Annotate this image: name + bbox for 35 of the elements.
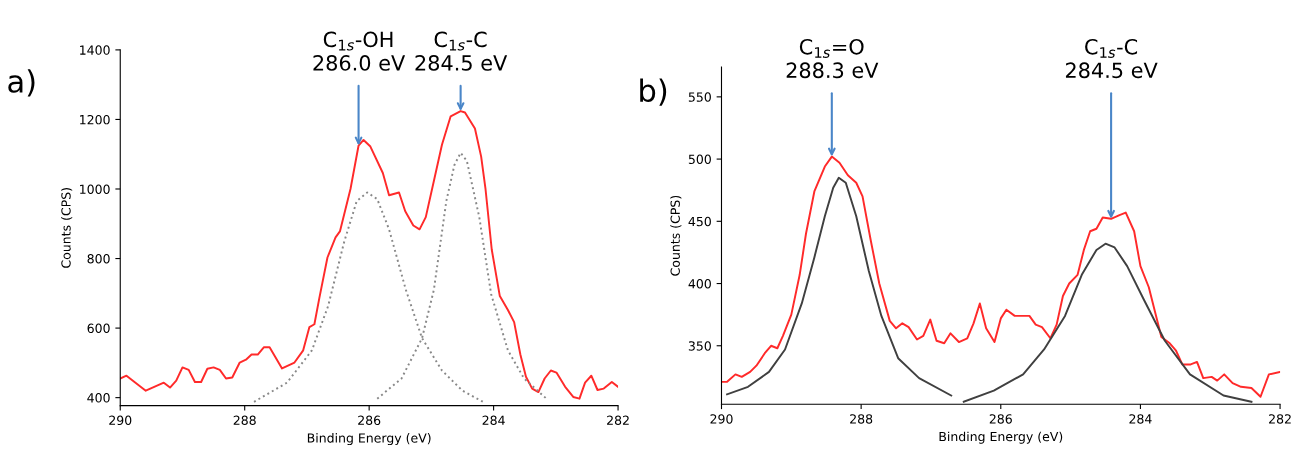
x-tick-label: 284 [1129, 414, 1152, 424]
annotation: C$_{1s}$-OH 286.0 eV [313, 31, 406, 71]
y-tick-label: 500 [688, 154, 711, 165]
annotation: C$_{1s}$-C 284.5 eV [1065, 38, 1158, 79]
x-tick-label: 288 [850, 414, 873, 424]
x-tick-label: 290 [710, 414, 733, 424]
x-tick-label: 286 [989, 414, 1012, 424]
x-tick-label: 286 [358, 415, 381, 426]
line-series [726, 176, 953, 397]
x-tick-label: 290 [109, 415, 132, 426]
line-series [721, 155, 1281, 398]
y-tick-label: 400 [87, 393, 110, 403]
line-series [962, 242, 1253, 403]
x-tick-label: 282 [1269, 414, 1291, 424]
x-axis-title: Binding Energy (eV) [939, 431, 1063, 444]
y-tick-label: 450 [688, 216, 711, 227]
y-tick-label: 600 [87, 323, 110, 334]
text: a) [8, 69, 35, 97]
x-tick-label: 282 [607, 415, 629, 426]
annotation: C$_{1s}$=O 288.3 eV [786, 38, 879, 79]
y-tick-label: 1400 [80, 45, 110, 55]
x-tick-label: 284 [482, 415, 505, 426]
y-axis-title: Counts (CPS) [670, 195, 682, 276]
y-tick-label: 550 [688, 92, 711, 102]
y-axis-title: Counts (CPS) [61, 188, 73, 268]
y-tick-label: 1000 [80, 184, 110, 194]
line-series [120, 110, 619, 400]
y-tick-label: 400 [688, 279, 711, 289]
y-tick-label: 350 [688, 341, 711, 351]
y-tick-label: 800 [87, 254, 110, 264]
x-axis-title: Binding Energy (eV) [307, 433, 431, 446]
text: b) [640, 78, 667, 106]
annotation: C$_{1s}$-C 284.5 eV [415, 31, 508, 71]
x-tick-label: 288 [233, 415, 256, 426]
y-tick-label: 1200 [80, 114, 110, 125]
